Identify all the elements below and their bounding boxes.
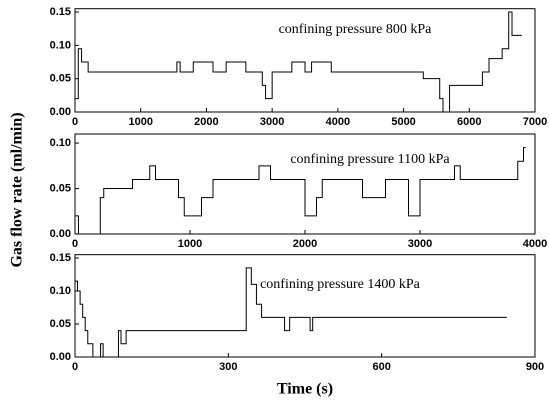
x-axis-label: Time (s) [277, 381, 333, 398]
y-tick-label: 0.00 [50, 106, 71, 118]
x-tick-label: 900 [526, 361, 544, 373]
x-tick-label: 4000 [523, 238, 547, 250]
y-tick-label: 0.05 [50, 182, 71, 194]
x-tick-label: 1000 [178, 238, 202, 250]
y-tick-label: 0.00 [50, 228, 71, 240]
y-tick-label: 0.00 [50, 351, 71, 363]
x-tick-label: 2000 [194, 116, 218, 128]
data-line [75, 267, 507, 358]
x-tick-label: 600 [372, 361, 390, 373]
x-tick-label: 0 [72, 361, 78, 373]
x-tick-label: 4000 [326, 116, 350, 128]
annotation: confining pressure 1100 kPa [290, 152, 450, 167]
x-tick-label: 7000 [523, 116, 547, 128]
annotation: confining pressure 800 kPa [279, 22, 433, 37]
x-tick-label: 3000 [408, 238, 432, 250]
x-tick-label: 3000 [260, 116, 284, 128]
x-tick-label: 6000 [457, 116, 481, 128]
x-tick-label: 0 [72, 116, 78, 128]
y-tick-label: 0.05 [50, 73, 71, 85]
y-tick-label: 0.15 [50, 252, 71, 264]
y-tick-label: 0.15 [50, 6, 71, 18]
plot-frame [74, 8, 536, 113]
x-tick-label: 1000 [128, 116, 152, 128]
annotation: confining pressure 1400 kPa [260, 277, 421, 292]
x-tick-label: 2000 [293, 238, 317, 250]
x-tick-label: 0 [72, 238, 78, 250]
y-tick-label: 0.10 [50, 137, 71, 149]
data-line [75, 147, 526, 235]
y-tick-label: 0.05 [50, 318, 71, 330]
y-tick-label: 0.10 [50, 39, 71, 51]
x-tick-label: 5000 [391, 116, 415, 128]
y-axis-label: Gas flow rate (ml/min) [9, 112, 26, 267]
y-tick-label: 0.10 [50, 285, 71, 297]
plot-frame [74, 254, 536, 358]
x-tick-label: 300 [219, 361, 237, 373]
data-line [75, 11, 522, 113]
